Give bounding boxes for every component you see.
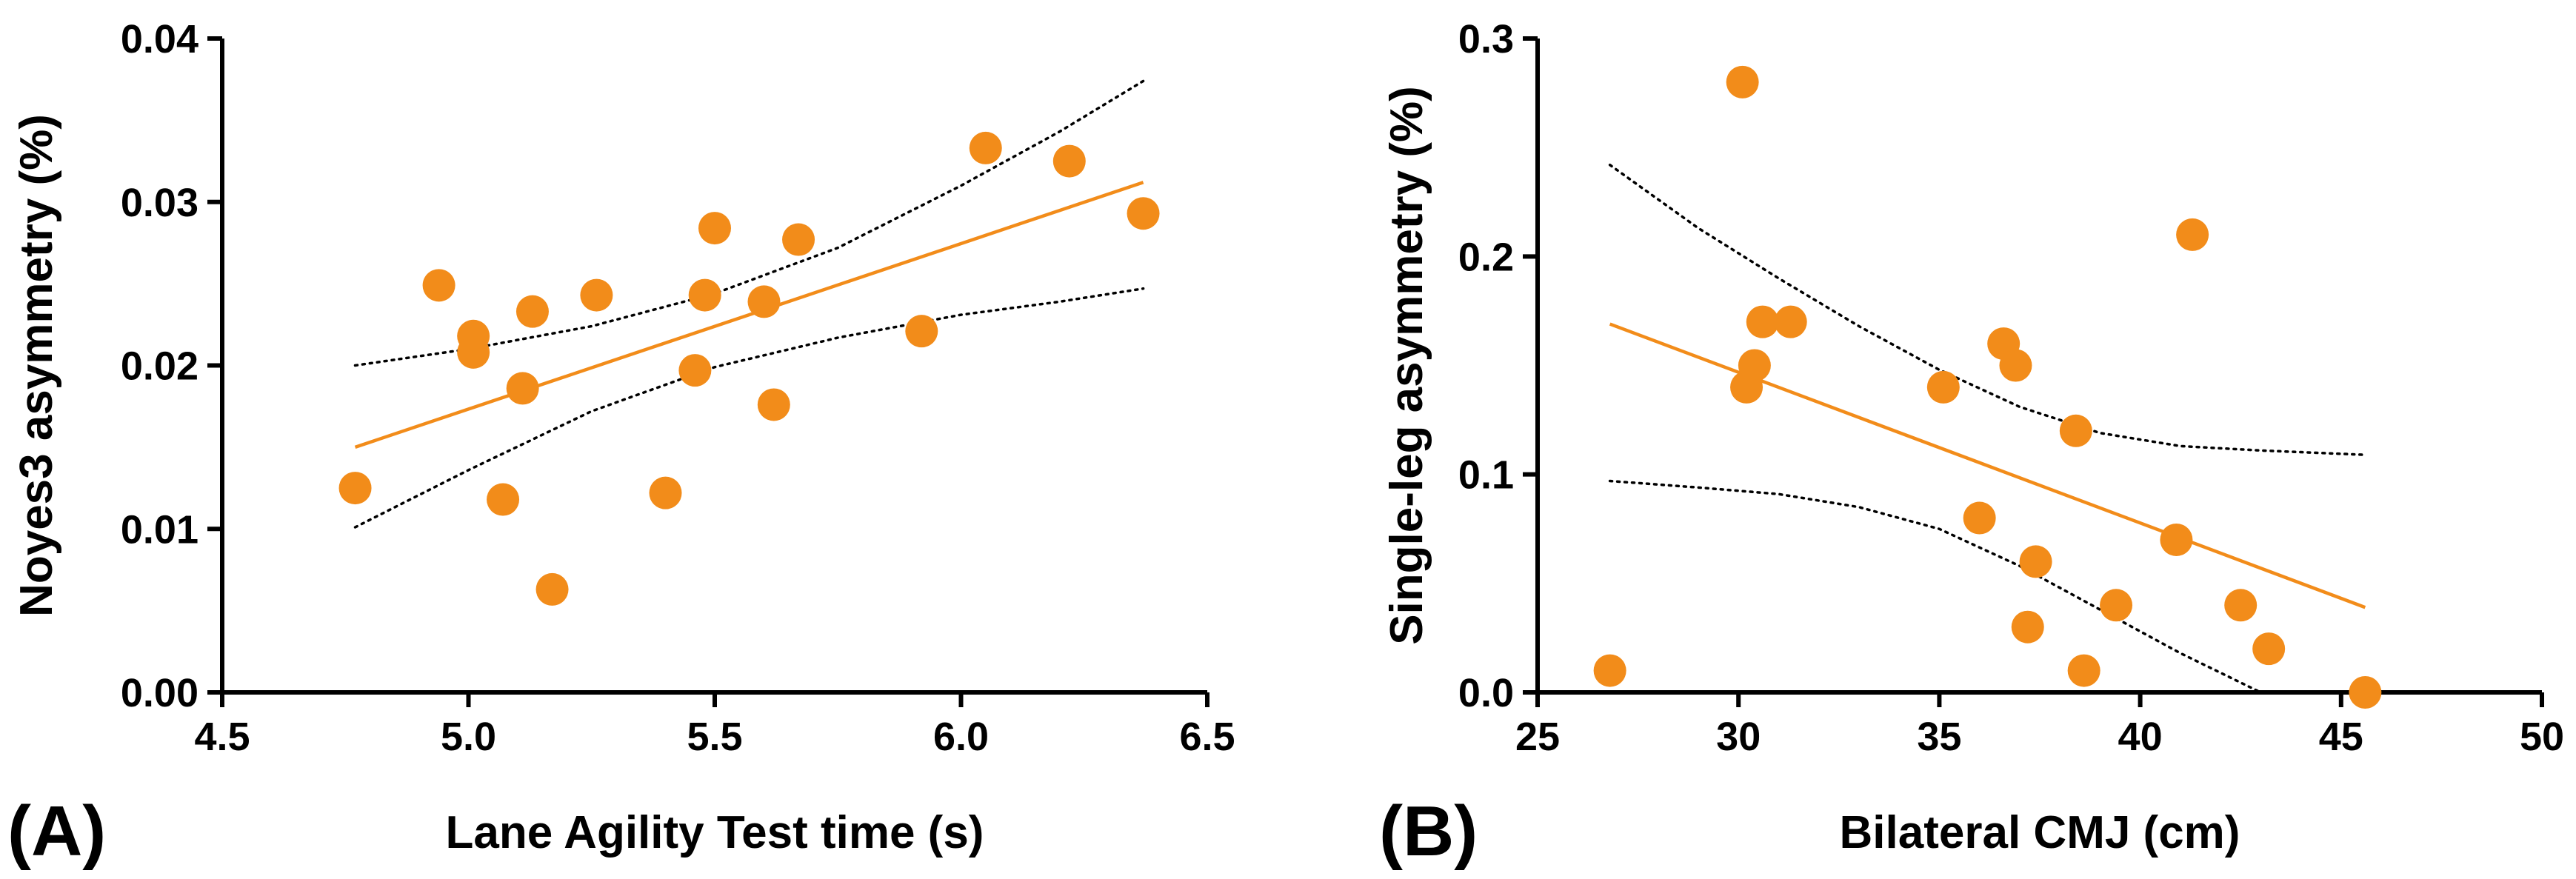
regression-line [1609,322,2366,609]
data-point [1127,197,1160,230]
x-tick-label: 35 [1917,715,1961,759]
data-point [1738,349,1771,382]
x-axis-title: Lane Agility Test time (s) [446,807,984,858]
data-point [2100,589,2133,622]
data-point [2160,523,2193,556]
data-point [1593,654,1626,687]
data-point [580,278,613,312]
data-point [338,472,372,505]
data-point [688,278,721,312]
data-point [969,131,1002,164]
data-point [515,295,549,328]
panel-b: 0.0 0.1 0.2 0.3 25 30 35 40 45 50 Bilateral CMJ (c… [1379,17,2564,871]
y-tick-label: 0.1 [1458,453,1514,498]
data-point [747,285,781,318]
data-point [457,335,490,369]
data-point [1926,370,1960,404]
y-tick-label: 0.03 [121,181,198,225]
y-tick-label: 0.0 [1458,671,1514,715]
x-tick-label: 30 [1716,715,1761,759]
data-point [678,354,712,387]
data-point [487,483,520,516]
data-point [905,315,938,348]
x-tick-label: 4.5 [194,715,250,759]
x-tick-label: 45 [2319,715,2363,759]
data-point [782,223,815,256]
data-point [649,476,682,509]
panel-label: (A) [7,792,106,871]
y-tick-label: 0.04 [121,17,198,61]
x-tick-label: 5.5 [687,715,742,759]
panel-label: (B) [1379,792,1478,871]
data-point [1746,305,1779,338]
x-tick-label: 6.0 [933,715,989,759]
y-tick-label: 0.01 [121,507,198,552]
ci-lower-curve [353,287,1145,529]
data-point [1999,349,2032,382]
x-tick-label: 50 [2520,715,2564,759]
y-tick-label: 0.2 [1458,235,1514,279]
data-point [1774,305,1807,338]
data-point [535,572,569,606]
ci-lower-curve [1608,479,2263,694]
y-axis-title: Noyes3 asymmetry (%) [11,114,62,617]
data-point [2349,676,2382,709]
data-point [757,388,790,421]
data-point [2067,654,2100,687]
data-point [1963,501,1996,535]
x-tick-label: 25 [1515,715,1560,759]
y-tick-label: 0.00 [121,671,198,715]
data-point [1726,65,1759,98]
x-tick-label: 5.0 [441,715,496,759]
data-point [422,269,456,302]
data-point [2011,610,2044,644]
y-axis-title: Single-leg asymmetry (%) [1381,86,1432,645]
x-axis-title: Bilateral CMJ (cm) [1840,807,2240,858]
data-point [506,372,539,405]
data-point [2252,632,2286,666]
data-point [2224,589,2258,622]
y-tick-label: 0.3 [1458,17,1514,61]
x-tick-label: 6.5 [1179,715,1235,759]
data-point [1052,144,1086,178]
data-point [2176,218,2209,251]
data-point [2059,414,2092,447]
data-point [2019,545,2052,578]
x-tick-label: 40 [2118,715,2163,759]
data-point [698,212,731,245]
ci-upper-curve [353,79,1145,367]
panel-a: 0.00 0.01 0.02 0.03 0.04 4.5 5.0 5.5 6.0 6.5 Lane … [7,17,1235,871]
regression-line [354,181,1144,449]
y-tick-label: 0.02 [121,344,198,389]
ci-upper-curve [1608,163,2367,456]
